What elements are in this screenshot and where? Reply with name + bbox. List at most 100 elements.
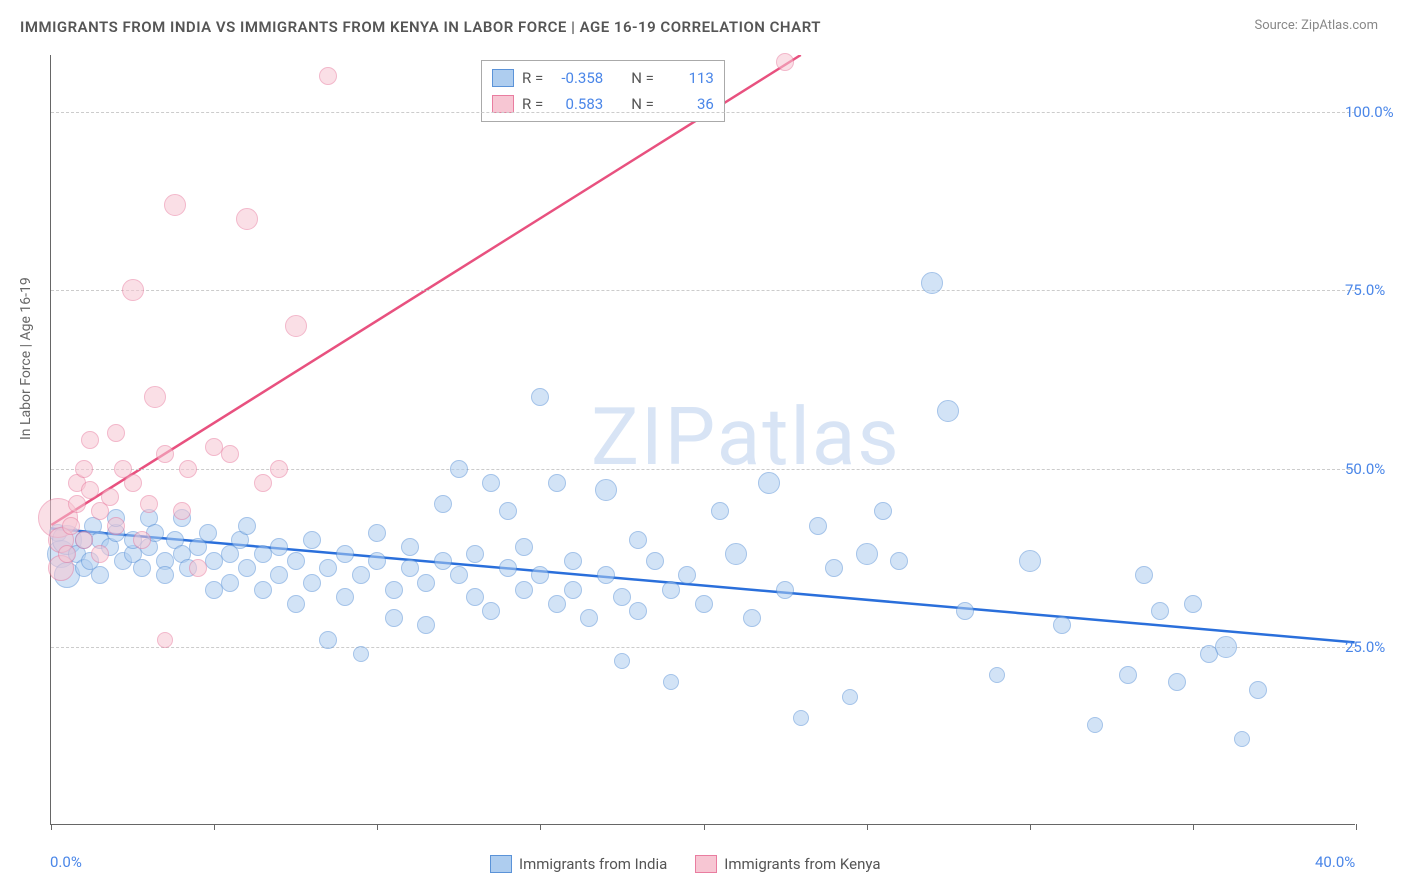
india-point — [629, 602, 647, 620]
gridline-h — [51, 647, 1355, 648]
india-point — [238, 517, 256, 535]
kenya-point — [270, 460, 288, 478]
india-point — [1184, 595, 1202, 613]
kenya-point — [205, 438, 223, 456]
kenya-point — [285, 315, 307, 337]
gridline-h — [51, 290, 1355, 291]
x-tick — [1193, 824, 1194, 830]
watermark-text: ZIPatlas — [591, 390, 901, 484]
india-point — [743, 609, 761, 627]
india-point — [499, 502, 517, 520]
kenya-point — [58, 545, 76, 563]
india-point — [758, 472, 780, 494]
india-point — [531, 566, 549, 584]
india-point — [711, 502, 729, 520]
gridline-h — [51, 112, 1355, 113]
kenya-swatch — [695, 855, 717, 873]
india-point — [499, 559, 517, 577]
x-tick — [1030, 824, 1031, 830]
kenya-point — [173, 502, 191, 520]
india-point — [482, 474, 500, 492]
r-label: R = — [522, 69, 543, 87]
india-point — [401, 559, 419, 577]
kenya-point — [144, 386, 166, 408]
india-point — [368, 552, 386, 570]
chart-title: IMMIGRANTS FROM INDIA VS IMMIGRANTS FROM… — [20, 18, 821, 36]
india-point — [890, 552, 908, 570]
india-point — [825, 559, 843, 577]
x-tick — [704, 824, 705, 830]
y-tick-label: 25.0% — [1345, 638, 1405, 656]
kenya-point — [68, 495, 86, 513]
india-point — [874, 502, 892, 520]
india-point — [303, 574, 321, 592]
trend-lines — [51, 55, 1355, 824]
legend-label: Immigrants from Kenya — [724, 855, 880, 873]
kenya-point — [319, 67, 337, 85]
chart-container: IMMIGRANTS FROM INDIA VS IMMIGRANTS FROM… — [0, 0, 1406, 892]
india-point — [937, 400, 959, 422]
legend-item-india: Immigrants from India — [490, 855, 667, 873]
india-point — [221, 574, 239, 592]
india-point — [580, 609, 598, 627]
india-point — [434, 495, 452, 513]
plot-area: ZIPatlas R =-0.358N =113R =0.583N =36 — [50, 55, 1355, 825]
kenya-point — [124, 474, 142, 492]
india-point — [287, 552, 305, 570]
source-attribution: Source: ZipAtlas.com — [1254, 18, 1378, 33]
india-point — [270, 538, 288, 556]
x-tick — [1356, 824, 1357, 830]
india-point — [842, 689, 858, 705]
y-axis-label: In Labor Force | Age 16-19 — [18, 277, 34, 440]
india-point — [531, 388, 549, 406]
india-point — [287, 595, 305, 613]
kenya-point — [81, 431, 99, 449]
x-tick — [540, 824, 541, 830]
india-point — [319, 559, 337, 577]
stats-legend-row-kenya: R =0.583N =36 — [492, 91, 714, 117]
kenya-point — [62, 517, 80, 535]
kenya-point — [179, 460, 197, 478]
india-point — [254, 545, 272, 563]
kenya-point — [107, 424, 125, 442]
y-tick-label: 100.0% — [1345, 103, 1405, 121]
x-tick — [51, 824, 52, 830]
india-point — [385, 581, 403, 599]
india-point — [368, 524, 386, 542]
india-point — [466, 545, 484, 563]
india-point — [450, 566, 468, 584]
kenya-point — [91, 545, 109, 563]
series-legend: Immigrants from India Immigrants from Ken… — [490, 855, 881, 873]
india-point — [1119, 666, 1137, 684]
x-tick-label: 0.0% — [50, 853, 82, 871]
india-point — [597, 566, 615, 584]
y-tick-label: 75.0% — [1345, 281, 1405, 299]
n-label: N = — [631, 95, 654, 113]
india-point — [353, 646, 369, 662]
india-point — [352, 566, 370, 584]
kenya-point — [107, 517, 125, 535]
kenya-swatch — [492, 95, 514, 113]
india-point — [417, 616, 435, 634]
india-point — [564, 552, 582, 570]
india-point — [1135, 566, 1153, 584]
india-point — [776, 581, 794, 599]
india-point — [238, 559, 256, 577]
india-swatch — [492, 69, 514, 87]
india-point — [450, 460, 468, 478]
kenya-point — [156, 445, 174, 463]
kenya-point — [101, 488, 119, 506]
kenya-point — [254, 474, 272, 492]
india-swatch — [490, 855, 512, 873]
india-point — [646, 552, 664, 570]
india-point — [199, 524, 217, 542]
x-tick-label: 40.0% — [1315, 853, 1355, 871]
n-label: N = — [631, 69, 654, 87]
india-point — [662, 581, 680, 599]
india-point — [989, 667, 1005, 683]
x-tick — [867, 824, 868, 830]
india-point — [254, 581, 272, 599]
india-point — [1151, 602, 1169, 620]
india-point — [133, 559, 151, 577]
kenya-point — [75, 460, 93, 478]
